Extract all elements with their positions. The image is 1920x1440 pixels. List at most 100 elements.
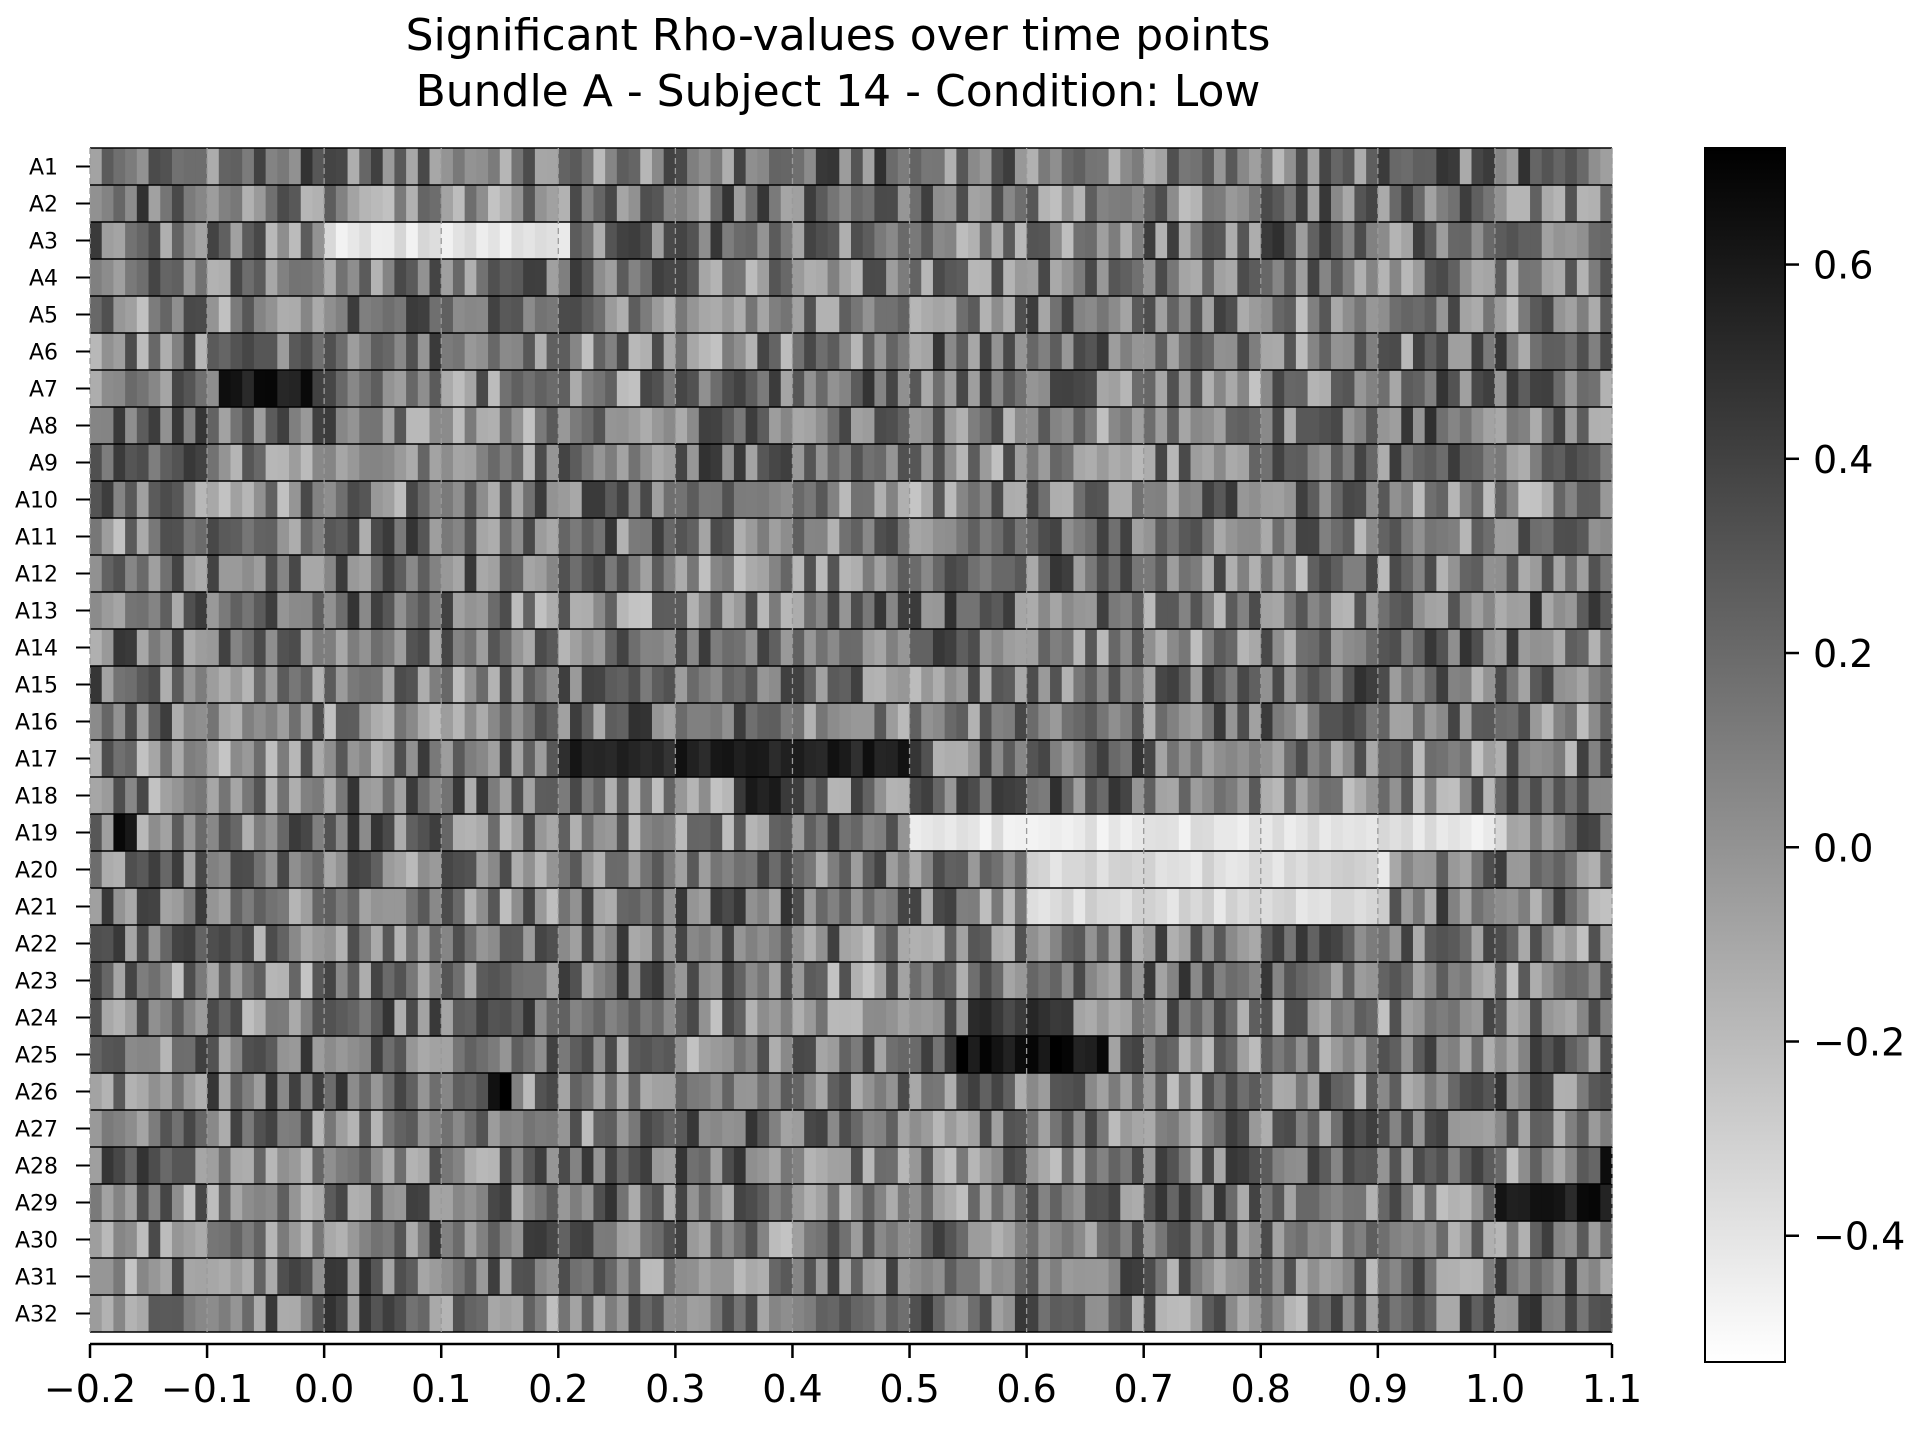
heatmap-cell [1518,518,1531,556]
heatmap-cell [90,1184,103,1222]
heatmap-cell [253,592,267,630]
heatmap-cell [581,814,595,852]
heatmap-cell [406,148,419,186]
heatmap-cell [359,814,372,852]
x-tick-label: 0.6 [996,1367,1056,1411]
heatmap-cell [897,1295,911,1333]
heatmap-cell [148,444,161,482]
heatmap-cell [1213,1036,1227,1074]
heatmap-cell [921,1184,934,1222]
heatmap-cell [1061,222,1075,260]
heatmap-cell [394,222,407,260]
heatmap-cell [265,1258,278,1296]
heatmap-cell [640,1036,653,1074]
heatmap-cell [1085,333,1098,371]
heatmap-cell [1307,777,1320,815]
heatmap-cell [757,1147,770,1185]
heatmap-cell [991,629,1004,667]
heatmap-cell [370,925,384,963]
heatmap-cell [1530,296,1543,334]
heatmap-cell [640,555,653,593]
heatmap-cell [1459,1036,1473,1074]
heatmap-cell [1213,518,1227,556]
heatmap-cell [1366,703,1379,741]
heatmap-cell [406,740,419,778]
heatmap-cell [441,1221,454,1259]
heatmap-cell [1366,999,1379,1037]
heatmap-cell [370,703,384,741]
heatmap-cell [733,962,747,1000]
heatmap-cell [1541,1295,1555,1333]
heatmap-cell [218,888,232,926]
heatmap-cell [1342,1036,1356,1074]
heatmap-cell [1073,407,1086,445]
heatmap-cell [452,1073,466,1111]
heatmap-cell [1167,1036,1180,1074]
heatmap-cell [874,925,887,963]
heatmap-cell [160,1073,173,1111]
heatmap-cell [956,1258,969,1296]
heatmap-cell [909,777,922,815]
heatmap-cell [1284,148,1297,186]
heatmap-cell [1190,222,1203,260]
heatmap-cell [1295,962,1309,1000]
colorbar-ticks: −0.4−0.20.00.20.40.6 [1785,244,1905,1259]
heatmap-cell [1202,518,1215,556]
heatmap-cell [476,444,489,482]
heatmap-cell [886,1110,899,1148]
heatmap-cell [1096,1221,1110,1259]
heatmap-cell [242,407,255,445]
heatmap-cell [1167,148,1180,186]
heatmap-cell [417,740,431,778]
heatmap-cell [406,518,419,556]
heatmap-cell [1073,148,1086,186]
heatmap-cell [1155,666,1168,704]
y-tick-label: A26 [15,1081,58,1106]
heatmap-cell [230,259,243,297]
heatmap-cell [1377,1221,1391,1259]
colorbar-tick-label: 0.2 [1813,632,1873,676]
heatmap-cell [827,370,840,408]
heatmap-cell [195,148,208,186]
heatmap-cell [1108,740,1121,778]
heatmap-cell [253,999,267,1037]
heatmap-cell [651,185,665,223]
heatmap-cell [125,222,138,260]
heatmap-cell [874,1295,887,1333]
heatmap-cell [640,777,653,815]
heatmap-cell [230,1110,243,1148]
heatmap-cell [546,444,559,482]
heatmap-cell [932,259,946,297]
heatmap-cell [160,851,173,889]
heatmap-cell [452,481,466,519]
heatmap-cell [277,1295,290,1333]
heatmap-cell [101,814,115,852]
heatmap-cell [1096,185,1110,223]
heatmap-cell [1096,703,1110,741]
heatmap-cell [335,814,349,852]
heatmap-cell [1471,1221,1484,1259]
heatmap-cell [242,259,255,297]
heatmap-cell [160,962,173,1000]
heatmap-cell [265,333,278,371]
heatmap-cell [452,555,466,593]
heatmap-cell [1167,999,1180,1037]
heatmap-cell [207,777,220,815]
heatmap-cell [452,962,466,1000]
heatmap-cell [651,814,665,852]
heatmap-cell [839,407,852,445]
heatmap-cell [804,666,817,704]
heatmap-cell [1237,999,1250,1037]
heatmap-cell [406,925,419,963]
heatmap-cell [324,407,337,445]
heatmap-cell [242,851,255,889]
heatmap-cell [733,1147,747,1185]
heatmap-cell [277,1147,290,1185]
heatmap-cell [1494,777,1508,815]
heatmap-cell [113,1184,126,1222]
heatmap-cell [488,999,501,1037]
heatmap-cell [429,1036,442,1074]
heatmap-cell [1541,444,1555,482]
heatmap-cell [792,296,805,334]
heatmap-cell [698,814,712,852]
